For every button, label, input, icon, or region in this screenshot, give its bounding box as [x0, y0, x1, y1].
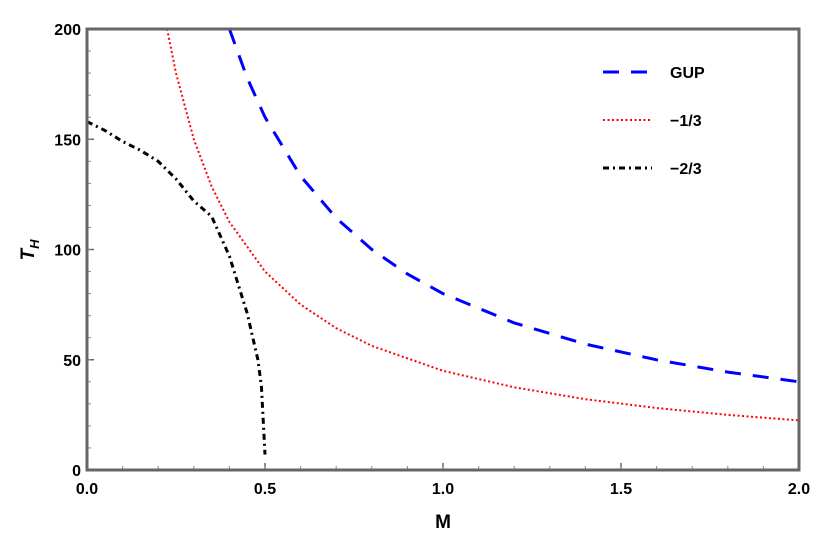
x-tick-label: 1.5 [610, 481, 632, 498]
y-tick-label: 200 [54, 22, 81, 39]
legend-label-2: −2/3 [670, 161, 702, 178]
axis-ticks: 0.0 0.5 1.0 1.5 2.0 0 50 100 150 200 [54, 22, 810, 498]
series-line-2 [86, 120, 267, 455]
x-tick-label: 0.0 [76, 481, 98, 498]
series-lines [86, 28, 800, 455]
y-tick-label: 100 [54, 243, 81, 260]
legend: GUP −1/3 −2/3 [603, 65, 705, 178]
series-line-0 [227, 28, 800, 384]
legend-label-0: GUP [670, 65, 705, 82]
x-tick-label: 1.0 [432, 481, 454, 498]
y-tick-label: 0 [72, 463, 81, 480]
x-tick-label: 0.5 [254, 481, 276, 498]
series-line-1 [166, 28, 800, 422]
plot-frame [85, 27, 801, 472]
y-tick-label: 150 [54, 132, 81, 149]
x-axis-label: M [435, 512, 451, 533]
y-tick-label: 50 [63, 353, 81, 370]
x-tick-label: 2.0 [788, 481, 810, 498]
legend-label-1: −1/3 [670, 113, 702, 130]
y-axis-label: TH [18, 239, 42, 261]
